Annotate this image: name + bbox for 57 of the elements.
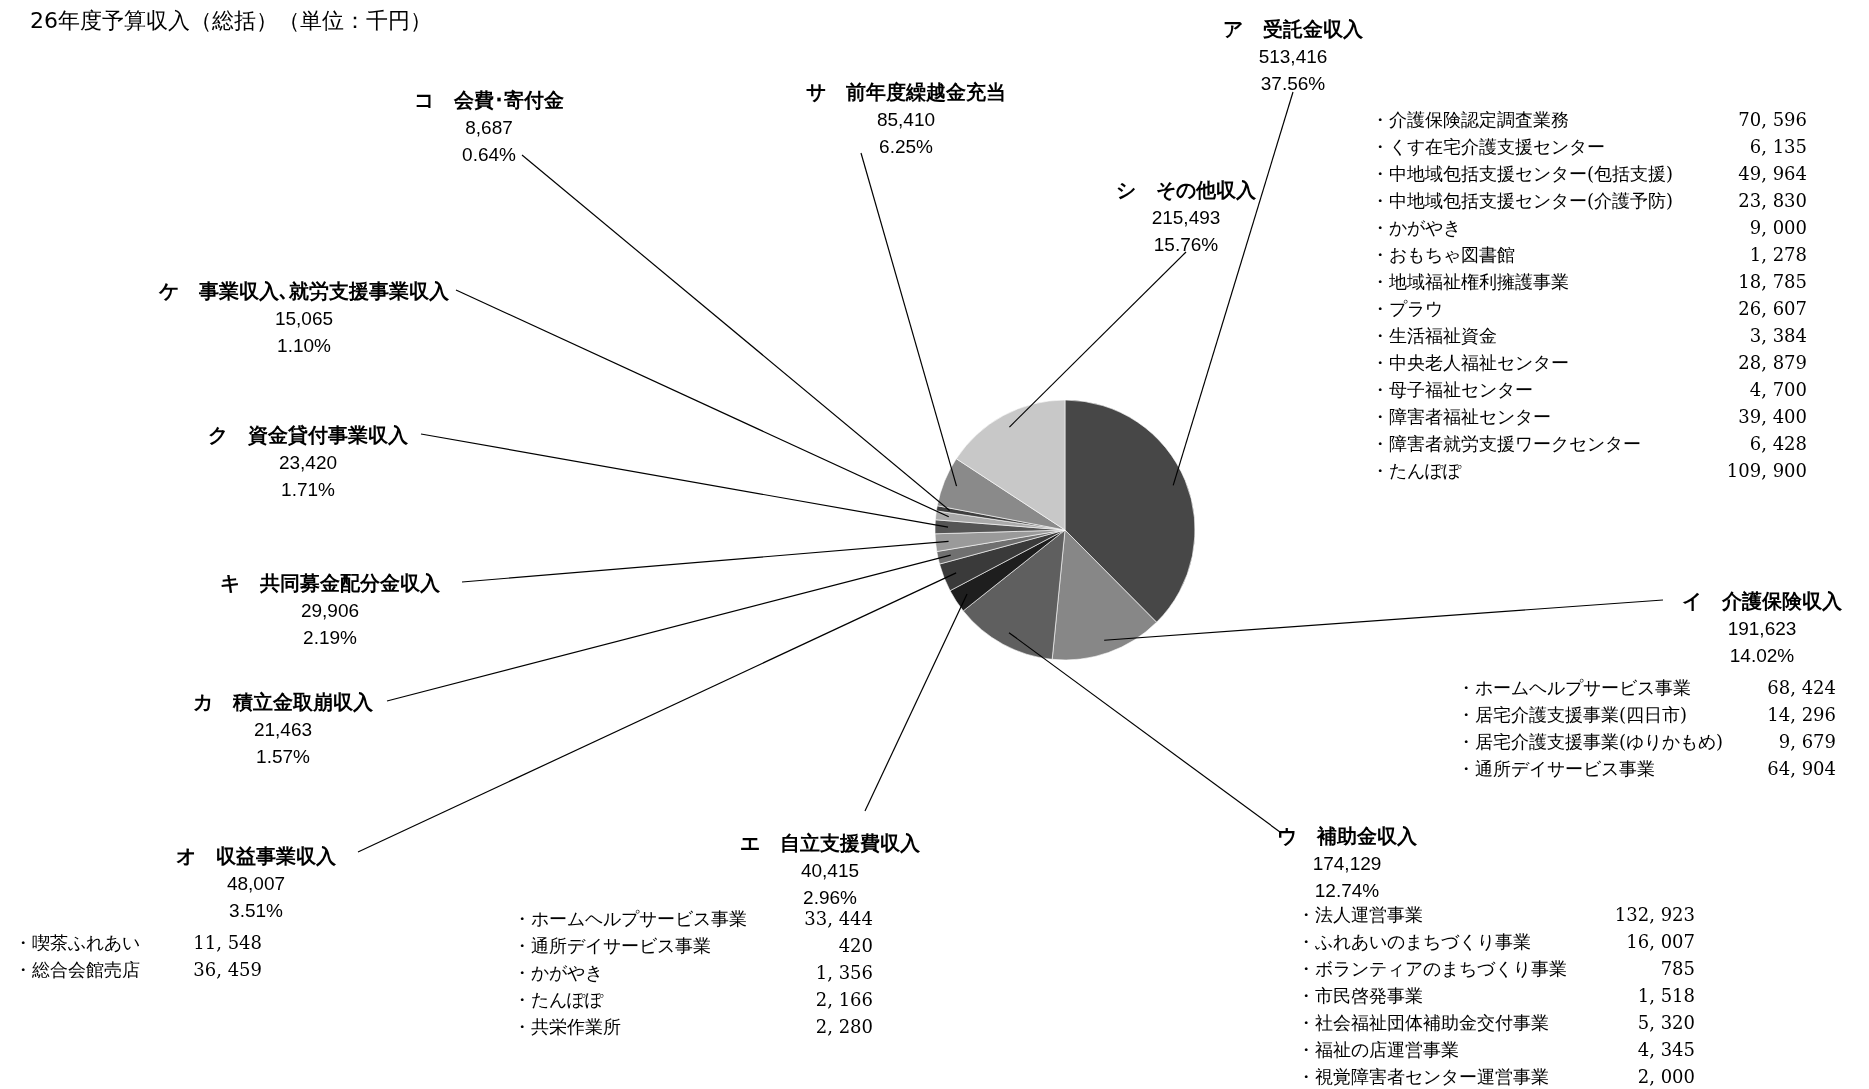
text: ・通所デイサービス事業 420	[513, 935, 873, 956]
text: ・生活福祉資金 3, 384	[1371, 325, 1807, 346]
text: ・通所デイサービス事業 64, 904	[1457, 758, 1836, 779]
slice-label: カ 積立金取崩収入	[193, 690, 374, 714]
data-label: 85,410 6.25%	[876, 109, 936, 157]
slice-label: イ 介護保険収入	[1682, 589, 1843, 613]
text: ・たんぽぽ 109, 900	[1371, 460, 1807, 481]
text: ・居宅介護支援事業(四日市) 14, 296	[1457, 704, 1836, 725]
text: ・中地域包括支援センター(包括支援) 49, 964	[1371, 163, 1807, 184]
text: ・母子福祉センター 4, 700	[1371, 379, 1807, 400]
text: ・ホームヘルプサービス事業 33, 444	[513, 908, 873, 929]
slice-label: シ その他収入	[1116, 178, 1257, 202]
data-label: 21,463 1.57%	[253, 719, 313, 767]
slice-label: コ 会費･寄付金	[414, 88, 564, 112]
slice-label: ア 受託金収入	[1223, 17, 1364, 41]
data-label: 215,493 15.76%	[1151, 207, 1221, 255]
slice-label: ク 資金貸付事業収入	[208, 423, 409, 447]
text: ・地域福祉権利擁護事業 18, 785	[1371, 271, 1807, 292]
text: ・総合会館売店 36, 459	[14, 959, 262, 980]
data-label: 191,623 14.02%	[1727, 618, 1797, 666]
text: ・居宅介護支援事業(ゆりかもめ) 9, 679	[1457, 731, 1836, 752]
text: ・障害者就労支援ワークセンター 6, 428	[1371, 433, 1807, 454]
text: ・視覚障害者センター運営事業 2, 000	[1297, 1066, 1695, 1087]
data-label: 513,416 37.56%	[1258, 46, 1328, 94]
text: ・社会福祉団体補助金交付事業 5, 320	[1297, 1012, 1695, 1033]
text: ・喫茶ふれあい 11, 548	[14, 932, 262, 953]
text: ・福祉の店運営事業 4, 345	[1297, 1039, 1695, 1060]
slice-label: キ 共同募金配分金収入	[220, 571, 441, 595]
text: ・かがやき 9, 000	[1371, 217, 1807, 238]
text: ・くす在宅介護支援センター 6, 135	[1371, 136, 1807, 157]
text: ・ふれあいのまちづくり事業 16, 007	[1297, 931, 1695, 952]
text: ・法人運営事業 132, 923	[1297, 904, 1695, 925]
text: ・ホームヘルプサービス事業 68, 424	[1457, 677, 1836, 698]
data-label: 48,007 3.51%	[226, 873, 286, 921]
text: ・プラウ 26, 607	[1371, 298, 1807, 319]
text: ・たんぽぽ 2, 166	[513, 989, 873, 1010]
data-label: 15,065 1.10%	[274, 308, 334, 356]
chart-title: 26年度予算収入（総括）（単位：千円）	[30, 8, 432, 33]
slice-label: エ 自立支援費収入	[740, 831, 921, 855]
text: ・介護保険認定調査業務 70, 596	[1371, 109, 1807, 130]
text: ・おもちゃ図書館 1, 278	[1371, 244, 1807, 265]
slice-label: サ 前年度繰越金充当	[806, 80, 1006, 104]
text: ・共栄作業所 2, 280	[513, 1016, 873, 1037]
data-label: 29,906 2.19%	[300, 600, 360, 648]
text: ・中地域包括支援センター(介護予防) 23, 830	[1371, 190, 1807, 211]
data-label: 8,687 0.64%	[462, 117, 517, 165]
data-label: 23,420 1.71%	[278, 452, 338, 500]
data-label: 174,129 12.74%	[1312, 853, 1382, 901]
slice-label: オ 収益事業収入	[176, 844, 337, 868]
slice-label: ケ 事業収入､就労支援事業収入	[158, 279, 450, 303]
text: ・かがやき 1, 356	[513, 962, 873, 983]
slice-label: ウ 補助金収入	[1277, 824, 1418, 848]
text: ・市民啓発事業 1, 518	[1297, 985, 1695, 1006]
text: ・障害者福祉センター 39, 400	[1371, 406, 1807, 427]
text: ・ボランティアのまちづくり事業 785	[1297, 958, 1695, 979]
text: ・中央老人福祉センター 28, 879	[1371, 352, 1807, 373]
data-label: 40,415 2.96%	[800, 860, 860, 908]
